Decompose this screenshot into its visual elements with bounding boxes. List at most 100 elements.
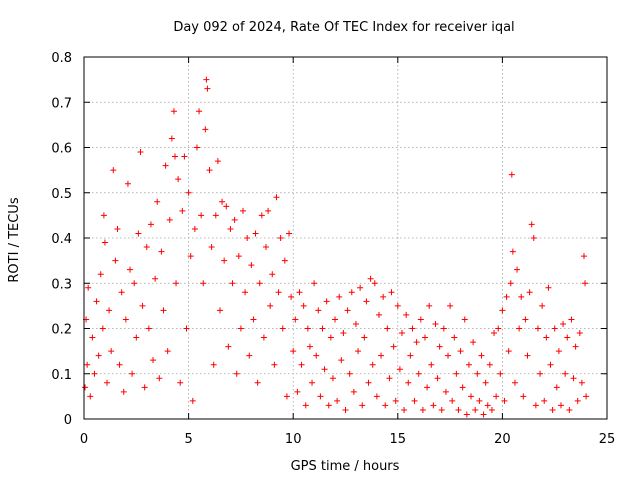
data-point — [145, 325, 152, 332]
data-point — [398, 330, 405, 337]
data-point — [511, 379, 518, 386]
data-point — [84, 361, 91, 368]
data-point — [120, 388, 127, 395]
data-point — [562, 370, 569, 377]
data-point — [463, 411, 470, 418]
data-point — [91, 370, 98, 377]
data-point — [106, 307, 113, 314]
data-point — [239, 207, 246, 214]
data-point — [265, 207, 272, 214]
data-point — [453, 370, 460, 377]
data-point — [300, 302, 307, 309]
data-point — [101, 239, 108, 246]
data-point — [309, 379, 316, 386]
x-tick-label: 25 — [599, 432, 616, 447]
data-point — [403, 311, 410, 318]
data-point — [530, 235, 537, 241]
data-point — [219, 198, 226, 205]
data-point — [162, 162, 169, 169]
data-point — [499, 307, 506, 314]
data-point — [116, 361, 123, 368]
data-point — [129, 370, 136, 377]
data-point — [549, 406, 556, 413]
data-point — [150, 357, 157, 364]
data-point — [371, 280, 378, 287]
data-point — [177, 379, 184, 386]
data-point — [110, 167, 117, 174]
data-point — [250, 316, 257, 323]
data-point — [417, 316, 424, 323]
axis-ticks: 0 0.1 0.2 0.3 0.4 0.5 0.6 0.7 0.8 0 5 10 15 20 25 — [51, 51, 615, 447]
data-point — [442, 388, 449, 395]
data-point — [252, 230, 259, 237]
data-point — [580, 253, 587, 260]
data-point — [401, 406, 408, 413]
data-point — [85, 284, 92, 291]
data-point — [465, 361, 472, 368]
data-point — [340, 330, 347, 337]
data-point — [508, 171, 515, 178]
data-point — [302, 402, 309, 409]
data-point — [576, 330, 583, 337]
data-point — [451, 334, 458, 341]
data-point — [95, 352, 102, 359]
data-point — [382, 402, 389, 409]
data-point — [189, 397, 196, 404]
data-point — [160, 307, 167, 314]
data-point — [424, 384, 431, 391]
y-axis-label: ROTI / TECUs — [7, 197, 22, 282]
data-point — [183, 325, 190, 332]
data-point — [516, 325, 523, 332]
data-point — [152, 275, 159, 282]
data-point — [204, 85, 211, 92]
data-point — [553, 384, 560, 391]
data-point — [484, 402, 491, 409]
x-tick-label: 20 — [494, 432, 511, 447]
data-point — [551, 325, 558, 332]
x-tick-label: 10 — [285, 432, 302, 447]
data-point — [221, 257, 228, 264]
data-point — [147, 221, 154, 228]
data-point — [172, 153, 179, 160]
y-tick-label: 0.4 — [51, 232, 72, 247]
data-point — [254, 379, 261, 386]
data-point — [108, 348, 115, 355]
data-point — [248, 262, 255, 269]
data-point — [503, 293, 510, 300]
data-point — [421, 334, 428, 341]
data-point — [455, 406, 462, 413]
data-point — [158, 248, 165, 255]
data-point — [89, 334, 96, 341]
y-tick-label: 0.1 — [51, 368, 72, 383]
data-point — [283, 393, 290, 400]
data-point — [93, 298, 100, 305]
data-point — [574, 397, 581, 404]
data-point — [545, 284, 552, 291]
data-point — [568, 316, 575, 323]
data-point — [566, 406, 573, 413]
data-point — [572, 343, 579, 350]
data-point — [528, 221, 535, 228]
data-point — [200, 280, 207, 287]
data-point — [206, 167, 213, 174]
data-point — [507, 280, 514, 287]
data-point — [216, 307, 223, 314]
data-point — [279, 325, 286, 332]
data-point — [369, 361, 376, 368]
data-point — [405, 379, 412, 386]
data-point — [82, 384, 89, 391]
data-point — [260, 334, 267, 341]
data-point — [495, 325, 502, 332]
data-point — [175, 176, 182, 183]
data-point — [246, 352, 253, 359]
x-tick-label: 0 — [80, 432, 88, 447]
data-point — [415, 370, 422, 377]
data-point — [185, 189, 192, 196]
data-point — [244, 235, 251, 241]
data-point — [373, 393, 380, 400]
data-point — [179, 207, 186, 214]
data-point — [547, 361, 554, 368]
data-point — [436, 343, 443, 350]
data-point — [426, 302, 433, 309]
